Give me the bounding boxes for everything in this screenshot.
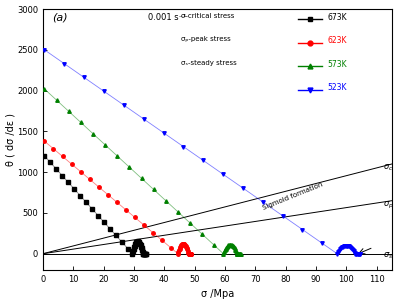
Text: σₚ-peak stress: σₚ-peak stress — [181, 37, 230, 42]
Text: 673K: 673K — [327, 13, 347, 22]
Text: σ⁣-critical stress: σ⁣-critical stress — [181, 13, 234, 19]
Text: σₛ-steady stress: σₛ-steady stress — [181, 60, 236, 66]
Text: $\sigma_p$: $\sigma_p$ — [383, 200, 394, 211]
Text: $\sigma_c$: $\sigma_c$ — [383, 163, 393, 173]
Text: Sigmoid formation: Sigmoid formation — [261, 182, 323, 211]
Text: 523K: 523K — [327, 84, 347, 92]
Y-axis label: θ ( dσ /dε ): θ ( dσ /dε ) — [6, 113, 16, 166]
Text: 0.001 s⁻¹: 0.001 s⁻¹ — [148, 13, 186, 22]
Text: $\sigma_s$: $\sigma_s$ — [383, 250, 393, 260]
Text: (a): (a) — [52, 13, 67, 23]
X-axis label: σ /Mpa: σ /Mpa — [201, 289, 234, 300]
Text: 573K: 573K — [327, 60, 347, 69]
Text: 623K: 623K — [327, 37, 347, 45]
